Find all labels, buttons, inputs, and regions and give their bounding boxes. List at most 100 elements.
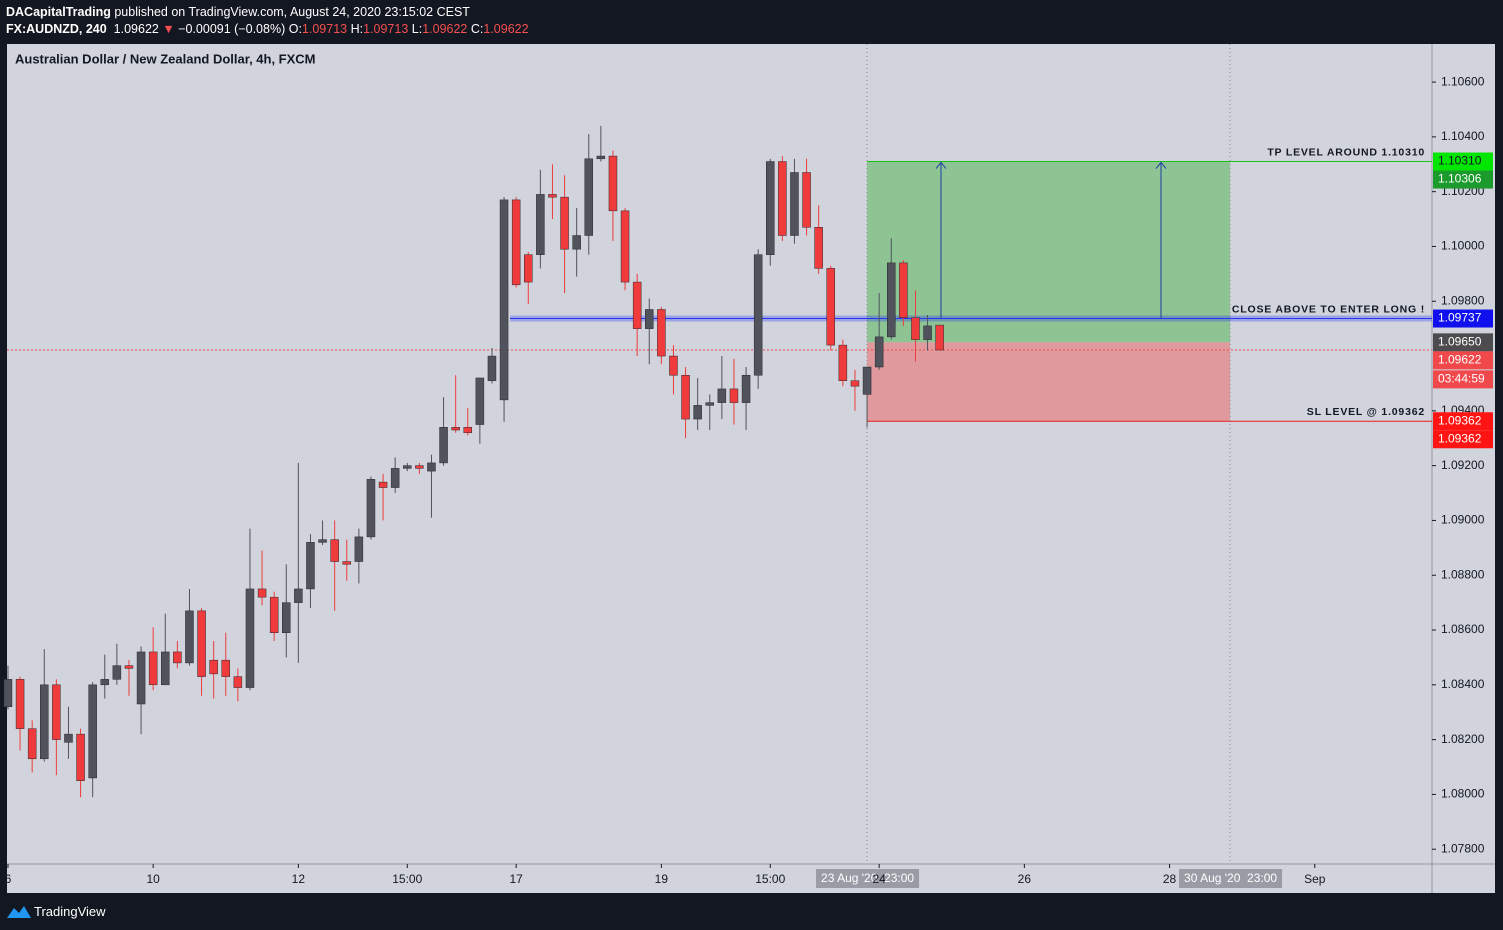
chart-background xyxy=(7,44,1495,893)
candle-body xyxy=(669,355,678,376)
candle-body xyxy=(778,161,787,236)
y-tick-label: 1.10600 xyxy=(1441,74,1485,88)
price-label: 1.09622 xyxy=(1438,353,1482,367)
candle-body xyxy=(560,196,569,250)
price-label-box xyxy=(1433,412,1493,431)
price-label-box xyxy=(1433,309,1493,328)
sl-zone xyxy=(867,342,1231,422)
candle-body xyxy=(741,374,751,403)
candle-body xyxy=(499,199,509,401)
candle-body xyxy=(64,733,73,743)
price-label: 1.09737 xyxy=(1438,311,1482,325)
candle-body xyxy=(451,427,460,431)
candle-body xyxy=(282,602,291,634)
y-tick-label: 1.10400 xyxy=(1441,129,1485,143)
ohlc-key: L: xyxy=(411,22,423,36)
candle-body xyxy=(3,679,13,707)
chart-title: Australian Dollar / New Zealand Dollar, … xyxy=(15,51,316,66)
candle-body xyxy=(136,651,146,705)
candle-body xyxy=(245,588,255,688)
candle-body xyxy=(330,539,339,562)
x-tick-label: 6 xyxy=(5,872,12,886)
x-tick-label: 26 xyxy=(1018,872,1032,886)
candle-body xyxy=(681,374,690,420)
ohlc-value: 1.09713 xyxy=(301,22,348,36)
candle-body xyxy=(209,659,218,675)
candle-body xyxy=(415,465,424,469)
candle-body xyxy=(838,344,848,381)
price-label: 1.09650 xyxy=(1438,335,1482,349)
price-label-box xyxy=(1433,430,1493,449)
candle-body xyxy=(584,158,594,236)
candle-body xyxy=(620,210,630,283)
level-annotation: CLOSE ABOVE TO ENTER LONG ! xyxy=(1232,303,1425,315)
x-tick-label: 17 xyxy=(509,872,523,886)
arrow-head xyxy=(1155,161,1167,169)
candle-body xyxy=(76,733,85,781)
publish-line: DACapitalTrading published on TradingVie… xyxy=(6,5,470,19)
ohlc-key: O: xyxy=(288,22,302,36)
candle-body xyxy=(790,172,799,236)
candle-body xyxy=(911,317,920,340)
author: DACapitalTrading xyxy=(6,5,111,19)
candle-body xyxy=(536,194,545,255)
price-label-box xyxy=(1433,351,1493,370)
chart: TP LEVEL AROUND 1.10310 SL LEVEL @ 1.0936… xyxy=(3,44,1495,893)
candle-body xyxy=(608,155,618,212)
candle-body xyxy=(899,262,908,318)
candle-body xyxy=(269,596,279,634)
candle-body xyxy=(427,462,436,472)
candle-body xyxy=(705,402,715,406)
candle-body xyxy=(511,199,521,286)
ohlc: O:1.09713 H:1.09713 L:1.09622 C:1.09622 xyxy=(285,22,529,36)
brand: TradingView xyxy=(34,904,106,919)
y-tick-label: 1.08200 xyxy=(1441,732,1485,746)
sl-annotation: SL LEVEL @ 1.09362 xyxy=(1307,406,1425,418)
y-tick-label: 1.09000 xyxy=(1441,513,1485,527)
header: DACapitalTrading published on TradingVie… xyxy=(0,0,1503,44)
candle-body xyxy=(923,325,932,340)
candle-body xyxy=(88,684,97,779)
x-marker-time: 23:00 xyxy=(1247,871,1277,885)
x-tick-label: 15:00 xyxy=(392,872,422,886)
x-tick-label: 19 xyxy=(655,872,669,886)
price-label: 1.10310 xyxy=(1438,154,1482,168)
candle-body xyxy=(197,610,206,677)
direction: ▼ xyxy=(162,22,175,36)
x-marker-box xyxy=(816,869,920,888)
candle-body xyxy=(112,665,122,680)
y-tick-label: 1.10000 xyxy=(1441,239,1485,253)
y-tick-label: 1.08000 xyxy=(1441,787,1485,801)
candle-body xyxy=(173,651,182,664)
price-label: 1.09362 xyxy=(1438,431,1482,445)
candle-body xyxy=(814,227,823,269)
candle-body xyxy=(487,355,497,381)
candle-body xyxy=(850,380,860,387)
candle-body xyxy=(403,465,412,469)
candle-body xyxy=(632,281,642,329)
candle-body xyxy=(753,254,763,376)
candle-body xyxy=(826,268,836,346)
candle-body xyxy=(802,172,811,228)
candle-body xyxy=(887,262,896,338)
y-tick-label: 1.09200 xyxy=(1441,458,1485,472)
x-tick-label: 10 xyxy=(146,872,160,886)
ohlc-value: 1.09622 xyxy=(422,22,468,36)
candle-body xyxy=(294,588,303,603)
candle-body xyxy=(124,665,134,669)
candle-body xyxy=(342,561,352,565)
y-tick-label: 1.08400 xyxy=(1441,677,1485,691)
logo xyxy=(7,906,31,918)
candle-body xyxy=(306,542,315,590)
candle-body xyxy=(378,481,388,488)
candle-body xyxy=(27,728,37,760)
ohlc-key: C: xyxy=(470,22,484,36)
candle-body xyxy=(15,679,25,729)
ohlc-value: 1.09622 xyxy=(483,22,529,36)
candle-body xyxy=(161,651,170,686)
ohlc-value: 1.09713 xyxy=(363,22,409,36)
y-tick-label: 1.09800 xyxy=(1441,293,1485,307)
candle-body xyxy=(185,610,194,664)
candle-body xyxy=(221,659,231,677)
countdown-box xyxy=(1433,370,1493,389)
